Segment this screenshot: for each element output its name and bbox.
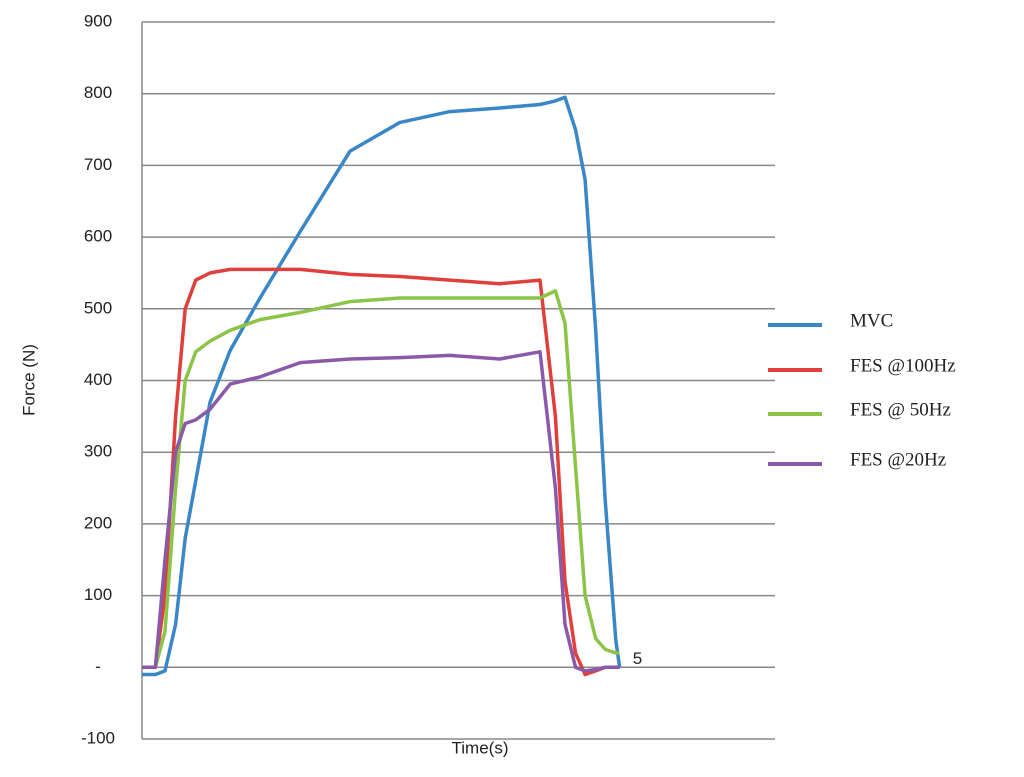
legend-label: FES @20Hz xyxy=(850,449,946,470)
y-tick-label: 600 xyxy=(84,227,112,246)
y-tick-label: 800 xyxy=(84,83,112,102)
x-tick-label: 5 xyxy=(633,649,642,668)
y-tick-label: 400 xyxy=(84,370,112,389)
y-tick-label: 900 xyxy=(84,11,112,30)
data-line xyxy=(142,289,620,670)
data-line xyxy=(142,350,620,673)
legend-label: FES @ 50Hz xyxy=(850,399,951,420)
y-axis-title: Force (N) xyxy=(19,344,38,416)
y-tick-label: 200 xyxy=(84,513,112,532)
y-tick-label: 100 xyxy=(84,585,112,604)
y-tick-label: -100 xyxy=(81,728,115,747)
data-line xyxy=(142,267,620,677)
y-tick-label: 700 xyxy=(84,155,112,174)
y-tick-label: - xyxy=(95,657,101,676)
legend-label: MVC xyxy=(850,310,893,331)
y-tick-label: 300 xyxy=(84,442,112,461)
legend-label: FES @100Hz xyxy=(850,355,956,376)
x-axis-title: Time(s) xyxy=(452,738,509,757)
data-line xyxy=(142,95,622,677)
y-tick-label: 500 xyxy=(84,298,112,317)
